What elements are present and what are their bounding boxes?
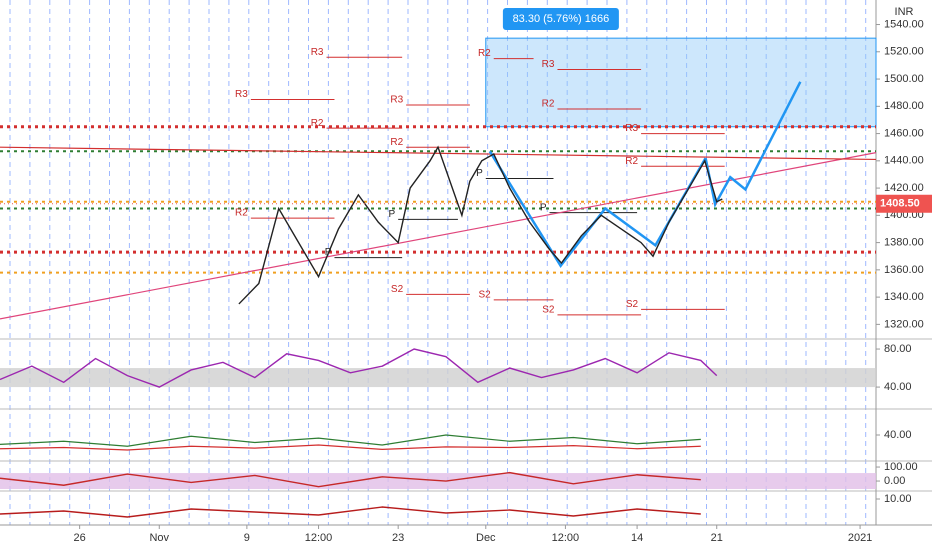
pivot-label: P [540, 202, 547, 213]
y-tick-label: 1380.00 [884, 237, 924, 249]
pivot-label: S2 [542, 304, 555, 315]
y-tick-label: 1320.00 [884, 318, 924, 330]
pivot-label: P [389, 209, 396, 220]
x-tick-label: 12:00 [305, 532, 333, 544]
y-tick-label: 1420.00 [884, 182, 924, 194]
band [0, 368, 876, 388]
y-tick-label: 1440.00 [884, 155, 924, 167]
x-tick-label: Nov [149, 532, 169, 544]
pivot-label: R2 [235, 208, 248, 219]
pivot-label: R2 [478, 48, 491, 59]
y-tick-label: 10.00 [884, 493, 912, 505]
pivot-label: R2 [390, 137, 403, 148]
series-line [0, 348, 718, 388]
pivot-label: S2 [391, 284, 404, 295]
y-tick-label: 1520.00 [884, 46, 924, 58]
trend-line [0, 152, 877, 320]
y-tick-label: 100.00 [884, 461, 918, 473]
y-tick-label: 0.00 [884, 475, 905, 487]
y-tick-label: 1500.00 [884, 73, 924, 85]
last-price-box [876, 194, 932, 213]
pivot-label: R2 [542, 99, 555, 110]
measure-box [485, 37, 877, 128]
x-tick-label: 26 [74, 532, 86, 544]
pivot-label: P [476, 168, 483, 179]
pivot-label: R3 [542, 59, 555, 70]
series-line [0, 434, 701, 447]
series-line [0, 506, 701, 518]
y-tick-label: 1480.00 [884, 100, 924, 112]
pivot-label: R3 [311, 47, 324, 58]
pivot-label: R2 [625, 156, 638, 167]
x-tick-label: 9 [244, 532, 250, 544]
y-tick-label: 1340.00 [884, 291, 924, 303]
y-tick-label: 80.00 [884, 343, 912, 355]
y-tick-label: 40.00 [884, 381, 912, 393]
unit-label: INR [895, 6, 914, 18]
x-tick-label: 14 [631, 532, 643, 544]
x-tick-label: 23 [392, 532, 404, 544]
x-tick-label: 2021 [848, 532, 872, 544]
last-price-label: 1408.50 [880, 198, 920, 210]
y-tick-label: 1540.00 [884, 18, 924, 30]
pivot-label: R3 [235, 89, 248, 100]
x-tick-label: 12:00 [552, 532, 580, 544]
pivot-label: S2 [479, 289, 492, 300]
series-line [238, 145, 723, 305]
series-line [0, 471, 701, 488]
x-tick-label: Dec [476, 532, 496, 544]
pivot-label: R3 [625, 123, 638, 134]
trend-line [704, 81, 802, 208]
y-tick-label: 1460.00 [884, 127, 924, 139]
series-line [0, 444, 701, 451]
pivot-label: S2 [626, 299, 639, 310]
y-tick-label: 40.00 [884, 429, 912, 441]
pivot-label: R2 [311, 118, 324, 129]
y-tick-label: 1360.00 [884, 264, 924, 276]
measure-label: 83.30 (5.76%) 1666 [513, 13, 610, 25]
pivot-label: R3 [390, 95, 403, 106]
measure-label-box [502, 8, 619, 30]
x-tick-label: 21 [711, 532, 723, 544]
trend-line [0, 146, 877, 161]
